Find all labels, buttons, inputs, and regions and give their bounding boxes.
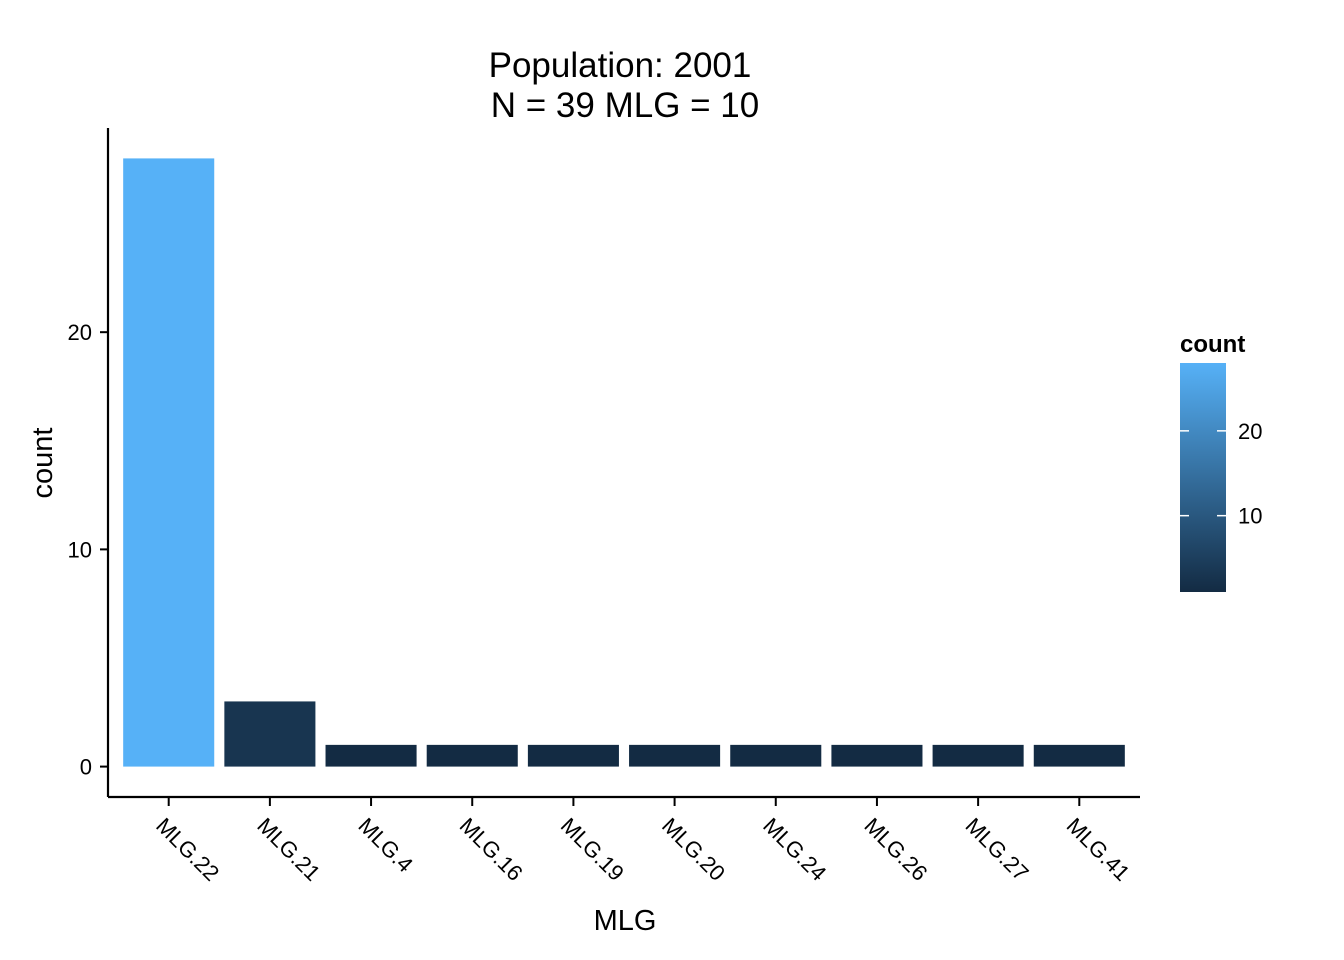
x-tick-label: MLG.19 — [556, 813, 629, 886]
y-tick-label: 20 — [68, 320, 92, 345]
x-axis: MLG.22 MLG.21 MLG.4 MLG.16 MLG.19 MLG.20 MLG.2… — [108, 795, 1140, 886]
bar-MLG.4 — [325, 744, 417, 767]
y-tick-label: 0 — [80, 755, 92, 780]
bar-MLG.41 — [1033, 744, 1125, 767]
bar-MLG.19 — [527, 744, 619, 767]
x-tick-label: MLG.4 — [354, 813, 418, 877]
x-tick-label: MLG.22 — [151, 813, 224, 886]
bar-MLG.21 — [224, 701, 316, 767]
x-tick-label: MLG.27 — [961, 813, 1034, 886]
x-tick-label: MLG.26 — [859, 813, 932, 886]
y-axis-title: count — [27, 428, 59, 499]
chart-title-line-2: N = 39 MLG = 10 — [491, 86, 759, 125]
x-tick-label: MLG.16 — [455, 813, 528, 886]
x-tick-label: MLG.24 — [758, 813, 831, 886]
legend-colorbar — [1180, 363, 1226, 592]
bar-MLG.26 — [831, 744, 923, 767]
y-tick-label: 10 — [68, 537, 92, 562]
bar-MLG.20 — [629, 744, 721, 767]
x-tick-label: MLG.20 — [657, 813, 730, 886]
chart-title-line-1: Population: 2001 — [489, 46, 752, 85]
bars-group — [123, 158, 1125, 767]
color-legend: count 10 20 — [1180, 331, 1262, 592]
x-tick-label: MLG.41 — [1062, 813, 1135, 886]
bar-MLG.16 — [426, 744, 518, 767]
bar-MLG.22 — [123, 158, 215, 767]
y-axis: 0 10 20 — [68, 128, 110, 797]
bar-MLG.24 — [730, 744, 822, 767]
legend-tick-label: 20 — [1238, 419, 1262, 444]
bar-MLG.27 — [932, 744, 1024, 767]
x-axis-title: MLG — [594, 905, 657, 937]
legend-title: count — [1180, 331, 1245, 358]
legend-tick-label: 10 — [1238, 504, 1262, 529]
x-tick-label: MLG.21 — [252, 813, 325, 886]
